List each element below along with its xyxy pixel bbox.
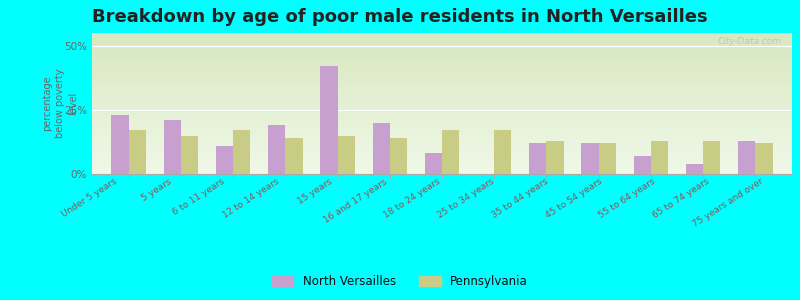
Bar <box>216 146 233 174</box>
Text: 35 to 44 years: 35 to 44 years <box>490 177 550 220</box>
Bar <box>181 136 198 174</box>
Text: 25 to 34 years: 25 to 34 years <box>436 177 496 220</box>
Bar <box>390 138 407 174</box>
Bar <box>598 143 616 174</box>
Text: 45 to 54 years: 45 to 54 years <box>544 177 603 220</box>
Bar <box>129 130 146 174</box>
Bar <box>651 141 668 174</box>
Bar <box>703 141 721 174</box>
Bar <box>546 141 564 174</box>
Bar <box>338 136 354 174</box>
Text: 16 and 17 years: 16 and 17 years <box>322 177 388 225</box>
Bar <box>233 130 250 174</box>
Y-axis label: percentage
below poverty
level: percentage below poverty level <box>42 69 78 138</box>
Text: 55 to 64 years: 55 to 64 years <box>598 177 658 220</box>
Text: 5 years: 5 years <box>140 177 173 203</box>
Bar <box>442 130 459 174</box>
Text: 75 years and over: 75 years and over <box>691 177 765 229</box>
Bar <box>286 138 302 174</box>
Bar <box>268 125 286 174</box>
Text: City-Data.com: City-Data.com <box>718 37 782 46</box>
Bar <box>111 115 129 174</box>
Bar <box>320 66 338 174</box>
Bar <box>494 130 511 174</box>
Text: 12 to 14 years: 12 to 14 years <box>221 177 281 220</box>
Legend: North Versailles, Pennsylvania: North Versailles, Pennsylvania <box>267 270 533 292</box>
Bar <box>582 143 598 174</box>
Bar <box>163 120 181 174</box>
Bar <box>738 141 755 174</box>
Text: 65 to 74 years: 65 to 74 years <box>651 177 711 220</box>
Text: Under 5 years: Under 5 years <box>61 177 119 219</box>
Text: 15 years: 15 years <box>297 177 334 206</box>
Bar <box>634 156 651 174</box>
Text: Breakdown by age of poor male residents in North Versailles: Breakdown by age of poor male residents … <box>92 8 708 26</box>
Text: 18 to 24 years: 18 to 24 years <box>382 177 442 220</box>
Bar <box>530 143 546 174</box>
Bar <box>425 154 442 174</box>
Bar <box>755 143 773 174</box>
Bar <box>686 164 703 174</box>
Bar <box>373 123 390 174</box>
Text: 6 to 11 years: 6 to 11 years <box>171 177 226 217</box>
